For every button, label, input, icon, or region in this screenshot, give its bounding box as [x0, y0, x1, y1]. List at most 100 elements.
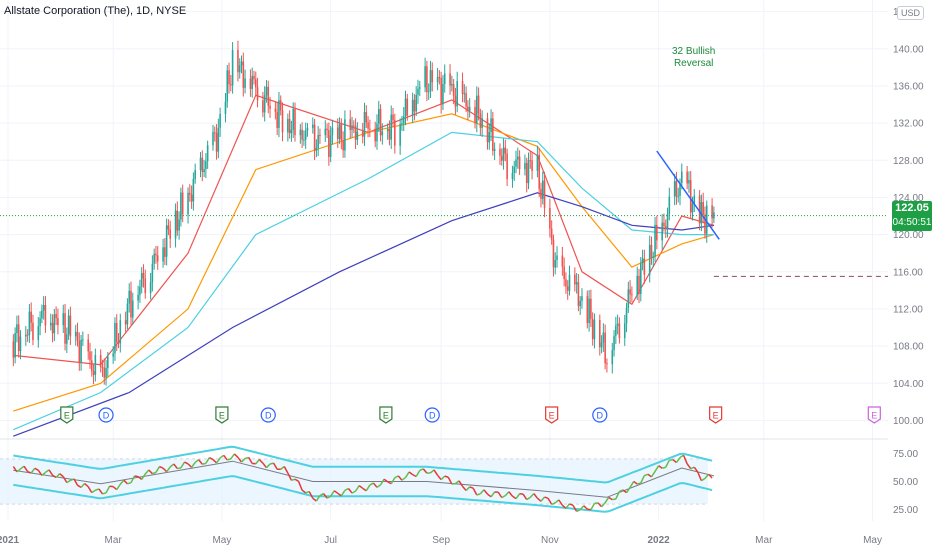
candle-body	[80, 339, 82, 363]
oscillator-segment	[41, 471, 46, 476]
candle-body	[517, 156, 519, 160]
oscillator-segment	[587, 508, 592, 511]
candle-body	[144, 278, 147, 294]
candle-body	[492, 118, 494, 151]
candle-body	[342, 140, 344, 151]
oscillator-segment	[48, 469, 54, 476]
oscillator-segment	[625, 486, 631, 494]
candle-body	[130, 290, 132, 318]
time-tick-label: May	[212, 535, 231, 546]
oscillator-segment	[95, 488, 100, 491]
candle-body	[600, 342, 603, 348]
oscillator-segment	[87, 486, 93, 493]
oscillator-segment	[223, 454, 228, 461]
oscillator-segment	[365, 484, 371, 492]
oscillator-segment	[148, 469, 153, 475]
candle-body	[390, 114, 393, 140]
oscillator-segment	[269, 462, 274, 465]
earnings-marker	[215, 406, 229, 424]
oscillator-segment	[123, 479, 128, 485]
oscillator-segment	[141, 473, 146, 480]
candle-body	[369, 128, 371, 130]
oscillator-segment	[686, 463, 692, 470]
candle-body	[636, 275, 639, 296]
oscillator-segment	[693, 466, 699, 473]
oscillator-segment	[529, 493, 535, 498]
candle-body	[312, 124, 314, 128]
oscillator-segment	[497, 491, 503, 499]
candle-body	[623, 323, 626, 339]
oscillator-segment	[447, 476, 453, 485]
candle-body	[240, 61, 243, 66]
oscillator-segment	[637, 482, 641, 485]
candle-body	[156, 255, 159, 262]
oscillator-segment	[397, 475, 403, 481]
candle-body	[401, 123, 403, 125]
candle-body	[673, 181, 676, 197]
candle-body	[574, 274, 576, 285]
candle-body	[415, 94, 417, 112]
oscillator-segment	[672, 459, 677, 464]
candle-body	[536, 154, 539, 171]
oscillator-segment	[429, 469, 435, 474]
candle-body	[165, 225, 168, 257]
oscillator-segment	[544, 496, 549, 500]
time-tick-label: 2021	[0, 535, 20, 546]
oscillator-segment	[408, 471, 414, 476]
candle-body	[336, 127, 339, 140]
candle-body	[616, 323, 619, 326]
oscillator-segment	[565, 503, 571, 509]
oscillator-segment	[144, 469, 150, 475]
oscillator-segment	[454, 480, 460, 485]
oscillator-segment	[476, 493, 481, 496]
candle-body	[201, 157, 204, 173]
price-scale-bg	[888, 0, 932, 521]
candle-body	[167, 225, 170, 230]
candle-body	[540, 188, 542, 199]
trendline	[656, 150, 720, 240]
candle-body	[524, 163, 526, 170]
candle-body	[99, 355, 102, 368]
candle-body	[440, 77, 442, 105]
oscillator-segment	[394, 475, 399, 479]
oscillator-segment	[561, 504, 567, 509]
oscillator-segment	[347, 488, 353, 494]
oscillator-segment	[601, 502, 606, 508]
oscillator-segment	[697, 471, 703, 481]
candle-body	[402, 116, 405, 124]
currency-badge[interactable]: USD	[897, 6, 925, 20]
candle-body	[518, 156, 521, 170]
candle-body	[51, 322, 54, 334]
candle-body	[253, 75, 255, 80]
price-tick-label: 128.00	[893, 156, 924, 167]
candle-body	[631, 294, 633, 296]
candle-body	[164, 247, 166, 257]
oscillator-tick-label: 50.00	[893, 477, 918, 488]
candle-body	[476, 95, 478, 124]
oscillator-segment	[461, 485, 467, 491]
oscillator-lower-envelope	[13, 475, 713, 513]
oscillator-segment	[177, 467, 182, 470]
oscillator-segment	[404, 471, 410, 478]
oscillator-segment	[91, 489, 96, 494]
oscillator-segment	[166, 466, 171, 473]
oscillator-segment	[412, 473, 417, 478]
candle-body	[363, 111, 366, 137]
oscillator-segment	[247, 457, 253, 464]
candle-body	[256, 87, 259, 101]
candle-body	[652, 256, 655, 258]
oscillator-segment	[554, 499, 560, 504]
last-price: 122.05	[895, 202, 929, 214]
candle-body	[602, 332, 605, 343]
candle-body	[705, 205, 708, 234]
candle-body	[301, 129, 303, 140]
oscillator-segment	[612, 498, 616, 501]
candle-body	[231, 49, 234, 86]
oscillator-segment	[159, 465, 164, 469]
oscillator-segment	[198, 459, 203, 465]
oscillator-segment	[383, 478, 389, 483]
oscillator-segment	[205, 457, 211, 464]
dividend-marker	[592, 407, 608, 423]
candle-body	[55, 314, 57, 319]
